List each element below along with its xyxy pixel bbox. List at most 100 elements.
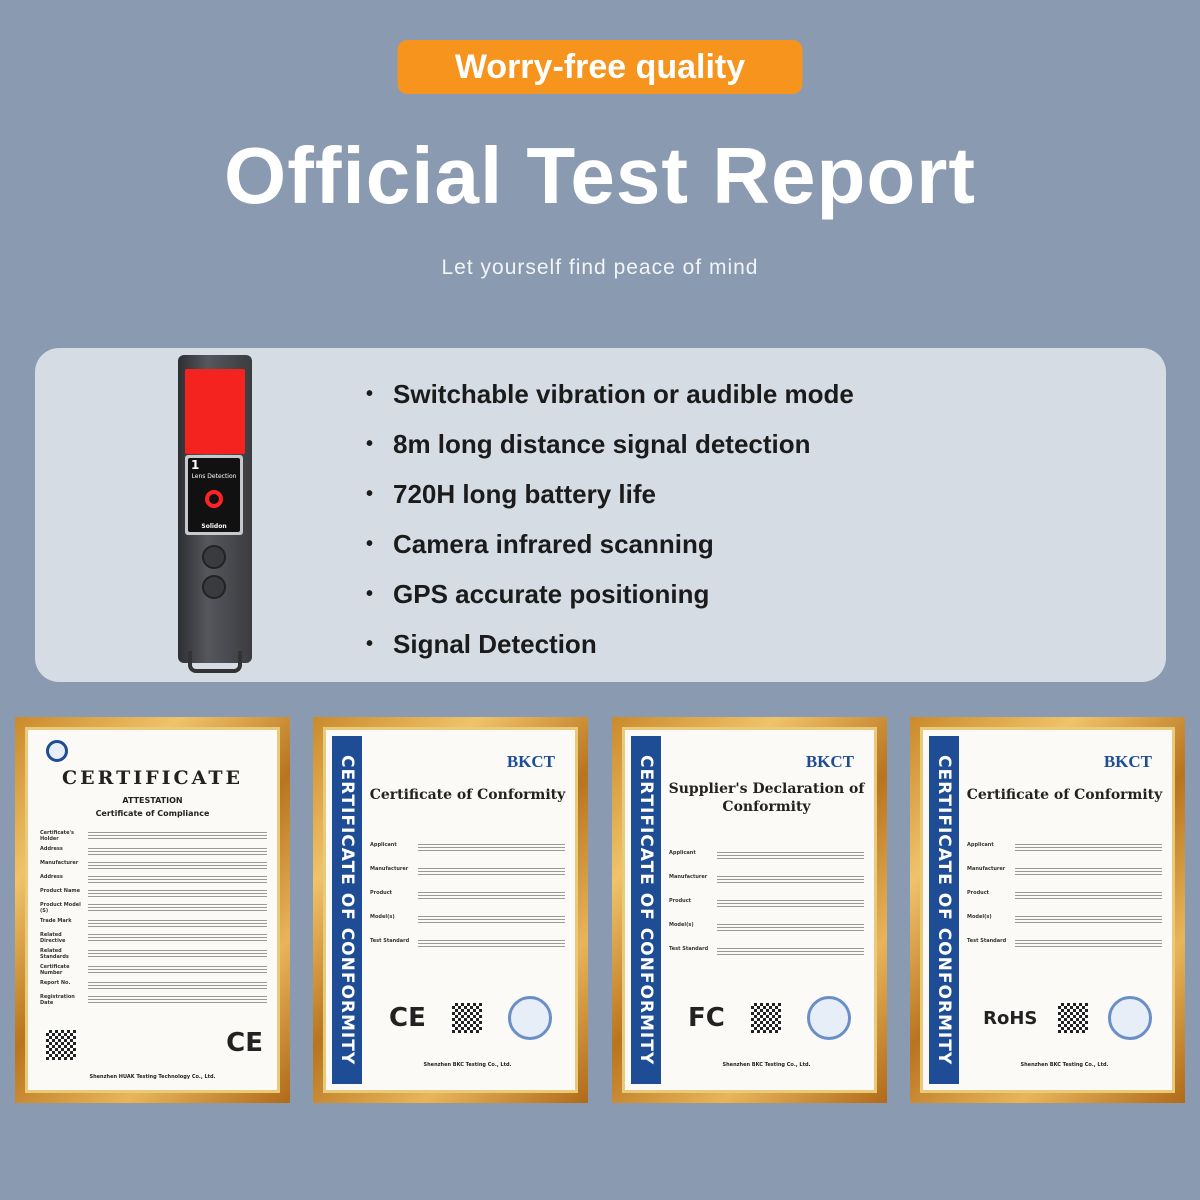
field-value xyxy=(88,860,267,870)
certificate-field: Applicant xyxy=(370,842,565,852)
field-value xyxy=(1015,914,1162,924)
certificate-field: Manufacturer xyxy=(967,866,1162,876)
field-label: Model(s) xyxy=(370,914,395,920)
certificate-field: Manufacturer xyxy=(669,874,864,884)
bullet-icon: • xyxy=(366,383,374,405)
fcc-mark: FC xyxy=(688,1003,725,1033)
bkct-logo: BKCT xyxy=(805,752,854,771)
certificate-field: Related Standards xyxy=(40,948,267,960)
field-value xyxy=(88,846,267,856)
certificate-field: Manufacturer xyxy=(40,860,267,870)
certificate-ce-conformity: CERTIFICATE OF CONFORMITY BKCT Certifica… xyxy=(313,717,588,1103)
certificate-field: Address xyxy=(40,874,267,884)
red-filter-window xyxy=(185,369,245,454)
field-label: Applicant xyxy=(370,842,397,848)
field-label: Address xyxy=(40,846,63,852)
field-value xyxy=(88,948,267,958)
certificate-footer: Shenzhen BKC Testing Co., Ltd. xyxy=(722,1062,811,1068)
seal-icon xyxy=(1107,996,1152,1040)
feature-item: • Signal Detection xyxy=(366,628,854,678)
field-label: Applicant xyxy=(967,842,994,848)
certificate-field: Product xyxy=(370,890,565,900)
certificate-rohs-conformity: CERTIFICATE OF CONFORMITY BKCT Certifica… xyxy=(910,717,1185,1103)
certificate-field: Product xyxy=(669,898,864,908)
field-label: Manufacturer xyxy=(967,866,1006,872)
field-label: Trade Mark xyxy=(40,918,72,924)
seal-icon xyxy=(507,996,552,1040)
field-value xyxy=(1015,938,1162,948)
field-label: Certificate Number xyxy=(40,964,70,976)
field-value xyxy=(88,918,267,928)
certificate-field: Address xyxy=(40,846,267,856)
field-label: Product Model (S) xyxy=(40,902,81,914)
certificate-field: Product Model (S) xyxy=(40,902,267,914)
device-body: 1 Lens Detection Solidon xyxy=(178,355,252,663)
certificate-field: Certificate Number xyxy=(40,964,267,976)
field-value xyxy=(88,888,267,898)
certificate-footer: Shenzhen HUAK Testing Technology Co., Lt… xyxy=(89,1074,216,1080)
certificate-field: Product xyxy=(967,890,1162,900)
product-image: 1 Lens Detection Solidon xyxy=(178,355,252,675)
bullet-icon: • xyxy=(366,433,374,455)
feature-item: • GPS accurate positioning xyxy=(366,578,854,628)
field-value xyxy=(88,980,267,990)
field-label: Address xyxy=(40,874,63,880)
feature-item: • 8m long distance signal detection xyxy=(366,428,854,478)
certificate-band: CERTIFICATE OF CONFORMITY xyxy=(631,736,661,1084)
feature-list: • Switchable vibration or audible mode • 8… xyxy=(366,378,854,678)
field-label: Product xyxy=(669,898,692,904)
device-screen: 1 Lens Detection Solidon xyxy=(185,455,243,535)
power-button-icon xyxy=(202,575,226,599)
certificate-subheading: ATTESTATION xyxy=(122,796,183,805)
brand-label: Solidon xyxy=(201,523,227,530)
feature-item: • Switchable vibration or audible mode xyxy=(366,378,854,428)
bullet-icon: • xyxy=(366,483,374,505)
field-label: Registration Date xyxy=(40,994,75,1006)
seal-icon xyxy=(806,996,851,1040)
certificate-field: Report No. xyxy=(40,980,267,990)
field-value xyxy=(88,994,267,1004)
screen-label: Lens Detection xyxy=(191,473,237,480)
field-value xyxy=(418,842,565,852)
quality-badge: Worry-free quality xyxy=(397,40,803,94)
bkct-logo: BKCT xyxy=(1103,752,1152,771)
field-label: Product xyxy=(370,890,393,896)
field-value xyxy=(88,902,267,912)
field-value xyxy=(717,850,864,860)
certificate-fields: Applicant Manufacturer Product Model(s) Test… xyxy=(370,842,565,962)
certificate-field: Model(s) xyxy=(370,914,565,924)
certificate-field: Model(s) xyxy=(967,914,1162,924)
field-value xyxy=(418,866,565,876)
certificate-field: Test Standard xyxy=(370,938,565,948)
screen-number: 1 xyxy=(191,458,200,472)
certificate-subheading: Certificate of Compliance xyxy=(95,809,210,818)
field-value xyxy=(1015,842,1162,852)
field-label: Applicant xyxy=(669,850,696,856)
certificate-heading: CERTIFICATE xyxy=(62,767,243,789)
certificate-field: Applicant xyxy=(669,850,864,860)
seal-icon xyxy=(46,740,68,762)
field-value xyxy=(1015,866,1162,876)
page-subtitle: Let yourself find peace of mind xyxy=(441,256,759,279)
field-value xyxy=(717,946,864,956)
certificate-field: Manufacturer xyxy=(370,866,565,876)
field-label: Related Directive xyxy=(40,932,66,944)
certificate-band: CERTIFICATE OF CONFORMITY xyxy=(332,736,362,1084)
field-value xyxy=(717,898,864,908)
lanyard-loop xyxy=(188,651,242,673)
rohs-mark: RoHS xyxy=(983,1007,1038,1029)
field-label: Product Name xyxy=(40,888,80,894)
certificate-fields: Certificate's Holder Address Manufacturer A… xyxy=(40,830,267,1010)
field-value xyxy=(88,874,267,884)
field-label: Model(s) xyxy=(669,922,694,928)
certificate-fcc-sdoc: CERTIFICATE OF CONFORMITY BKCT Supplier'… xyxy=(612,717,887,1103)
field-value xyxy=(88,932,267,942)
certificate-footer: Shenzhen BKC Testing Co., Ltd. xyxy=(1020,1062,1109,1068)
mode-button-icon xyxy=(202,545,226,569)
certificate-field: Related Directive xyxy=(40,932,267,944)
certificate-heading: Certificate of Conformity xyxy=(966,787,1163,803)
page-title: Official Test Report xyxy=(224,131,976,220)
field-label: Certificate's Holder xyxy=(40,830,74,842)
qr-code-icon xyxy=(46,1030,76,1060)
qr-code-icon xyxy=(451,1003,482,1033)
